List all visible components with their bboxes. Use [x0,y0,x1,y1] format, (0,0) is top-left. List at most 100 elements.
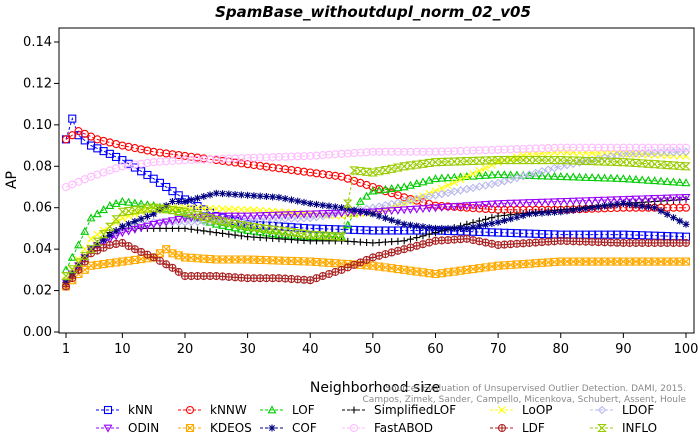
data-point [525,210,533,218]
data-point [569,143,578,152]
data-point [568,197,578,206]
legend-item-lof: LOF [260,403,315,417]
data-point [162,149,171,158]
data-point [624,158,635,167]
data-point [98,230,109,239]
data-point [375,212,383,220]
data-point [143,146,152,155]
data-point [312,151,321,160]
data-point [593,196,603,205]
data-point [613,143,622,152]
data-point [681,238,691,247]
data-point [626,200,634,208]
data-point [556,172,566,180]
data-point [87,234,95,243]
data-point [350,206,358,214]
data-point [450,147,459,156]
data-point [237,205,246,214]
data-point [155,157,164,166]
data-point [512,199,522,208]
data-point [643,159,654,168]
data-point [437,147,446,156]
x-tick-label: 70 [490,342,507,357]
data-point [198,212,209,221]
y-tick-label: 0.06 [23,201,52,216]
data-point [500,217,508,225]
series-line [65,147,686,188]
data-point [137,145,146,154]
data-point [361,167,372,176]
data-point [331,171,340,180]
x-axis: 1 10 20 30 40 50 60 70 80 90 100 [62,333,698,357]
data-point [449,203,459,212]
data-point [124,197,134,206]
data-point [425,147,434,156]
data-point [649,160,660,169]
data-point [631,158,641,168]
data-point [93,241,101,249]
data-point [124,227,134,236]
data-point [262,193,270,201]
data-point [275,235,283,243]
data-point [498,406,506,414]
data-point [418,177,428,186]
data-point [306,200,314,208]
data-point [306,224,315,233]
data-point [93,144,102,153]
legend-item-loop: LoOP [490,403,553,417]
data-point [650,195,660,204]
data-point [68,114,77,123]
data-point [92,237,103,246]
data-point [67,265,78,274]
data-point [481,228,490,237]
data-point [362,226,371,235]
data-point [669,194,678,203]
data-point [575,197,584,206]
y-tick-label: 0.12 [23,76,52,91]
data-point [130,144,139,153]
data-point [236,212,246,221]
data-point [294,236,302,244]
legend-label: SimplifiedLOF [374,403,456,417]
x-tick-label: 30 [239,342,256,357]
data-point [469,235,478,245]
data-point [625,174,635,183]
data-point [481,164,490,172]
data-point [319,272,327,280]
data-point [599,157,610,166]
data-point [675,194,685,203]
data-point [136,224,146,233]
data-point [230,212,240,221]
data-point [487,239,496,248]
data-point [418,159,428,168]
data-point [581,172,591,181]
data-point [425,224,433,232]
data-point [143,251,151,259]
data-point [381,250,389,258]
data-point [593,157,604,166]
y-tick-label: 0.00 [23,325,52,340]
data-point [368,147,377,156]
series-line [65,117,687,238]
data-point [400,199,409,208]
data-point [299,210,309,219]
data-point [269,193,277,201]
credit-line-1: Source: Evaluation of Unsupervised Outli… [385,384,686,394]
data-point [543,165,553,174]
data-point [287,211,296,220]
data-point [293,152,302,161]
data-point [663,210,671,218]
data-point [342,199,353,208]
data-point [237,191,245,199]
data-point [656,160,666,169]
data-point [500,145,509,154]
x-axis-label: Neighborhood size [310,380,440,396]
y-tick-label: 0.08 [23,159,52,174]
data-point [344,205,352,213]
series-fastabod [61,143,691,192]
data-point [411,160,422,169]
data-point [651,204,659,212]
data-point [437,184,446,193]
data-point [644,203,652,211]
data-point [606,157,616,166]
